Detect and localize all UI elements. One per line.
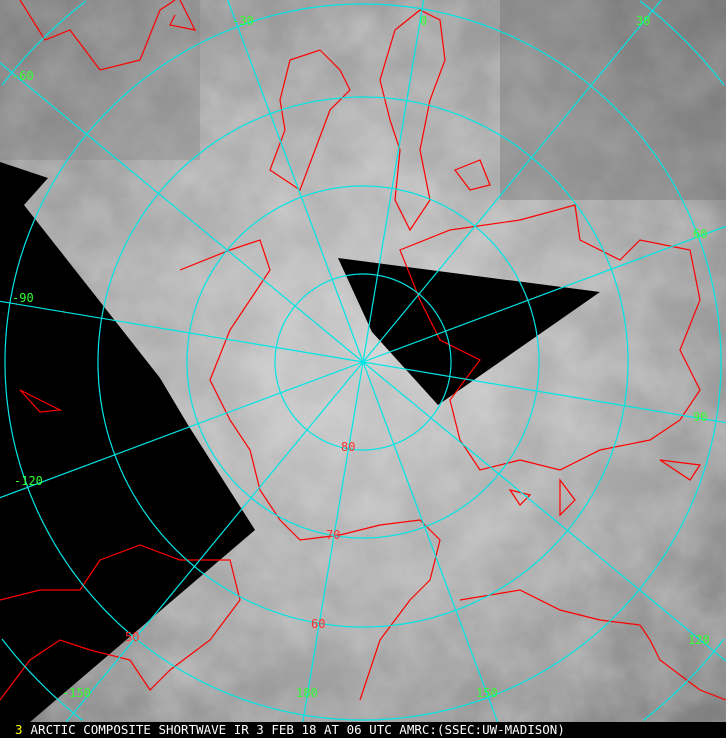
longitude-label: 120 — [688, 633, 710, 647]
latitude-label: 60 — [311, 617, 325, 631]
coastline-scandinavia — [379, 9, 446, 232]
image-caption-bar: 3 ARCTIC COMPOSITE SHORTWAVE IR 3 FEB 18 … — [0, 722, 726, 738]
graticule — [0, 0, 726, 722]
longitude-line — [0, 361, 364, 499]
coastline-kamchatka — [459, 589, 726, 701]
longitude-label: -60 — [12, 69, 34, 83]
longitude-label: -120 — [14, 474, 43, 488]
longitude-label: -30 — [232, 14, 254, 28]
longitude-label: 150 — [476, 686, 498, 700]
coastline-novaya-zemlya — [454, 159, 491, 191]
longitude-line — [362, 0, 662, 363]
longitude-line — [362, 0, 425, 363]
latitude-label: 70 — [326, 528, 340, 542]
arctic-satellite-map: -60 -30 0 30 60 90 120 150 180 -150 -120 -90 80 70 60 5… — [0, 0, 726, 722]
longitude-label: 90 — [693, 410, 707, 424]
longitude-line — [65, 361, 364, 722]
longitude-label: 180 — [296, 686, 318, 700]
latitude-circle — [186, 185, 540, 539]
latitude-circle — [639, 0, 725, 86]
latitude-label: 50 — [125, 630, 139, 644]
latitude-circle — [274, 273, 452, 451]
latitude-label: 80 — [341, 440, 355, 454]
latitude-circle — [4, 3, 722, 721]
coastline-alaska — [0, 544, 241, 701]
longitude-label: 0 — [420, 14, 427, 28]
longitude-label: -90 — [12, 291, 34, 305]
dark-ocean-region — [500, 0, 726, 200]
caption-text: ARCTIC COMPOSITE SHORTWAVE IR 3 FEB 18 A… — [30, 722, 565, 737]
longitude-label: 60 — [693, 227, 707, 241]
no-data-region-left — [0, 162, 255, 722]
longitude-line — [0, 62, 364, 363]
coastline-siberia — [399, 204, 701, 471]
longitude-line — [0, 300, 364, 363]
frame-number: 3 — [15, 722, 23, 737]
longitude-label: 30 — [636, 14, 650, 28]
coastline-small-islands — [508, 459, 702, 517]
coastline-hudson-bay — [19, 389, 63, 413]
dark-region-greenland — [0, 0, 200, 160]
latitude-circle — [97, 96, 629, 628]
latitude-circle — [1, 0, 87, 86]
no-data-region-center — [338, 258, 600, 405]
latitude-circle — [642, 638, 725, 721]
longitude-line — [302, 361, 364, 722]
longitude-line — [227, 0, 364, 363]
coastline-svalbard — [269, 49, 351, 191]
coastline-greenland — [19, 0, 197, 71]
longitude-line — [362, 225, 726, 363]
graticule-labels: -60 -30 0 30 60 90 120 150 180 -150 -120 -90 80 70 60 5… — [12, 14, 710, 700]
longitude-line — [362, 361, 499, 722]
longitude-label: -150 — [62, 686, 91, 700]
latitude-circle — [1, 638, 84, 721]
longitude-line — [362, 361, 726, 662]
longitude-line — [362, 361, 726, 424]
